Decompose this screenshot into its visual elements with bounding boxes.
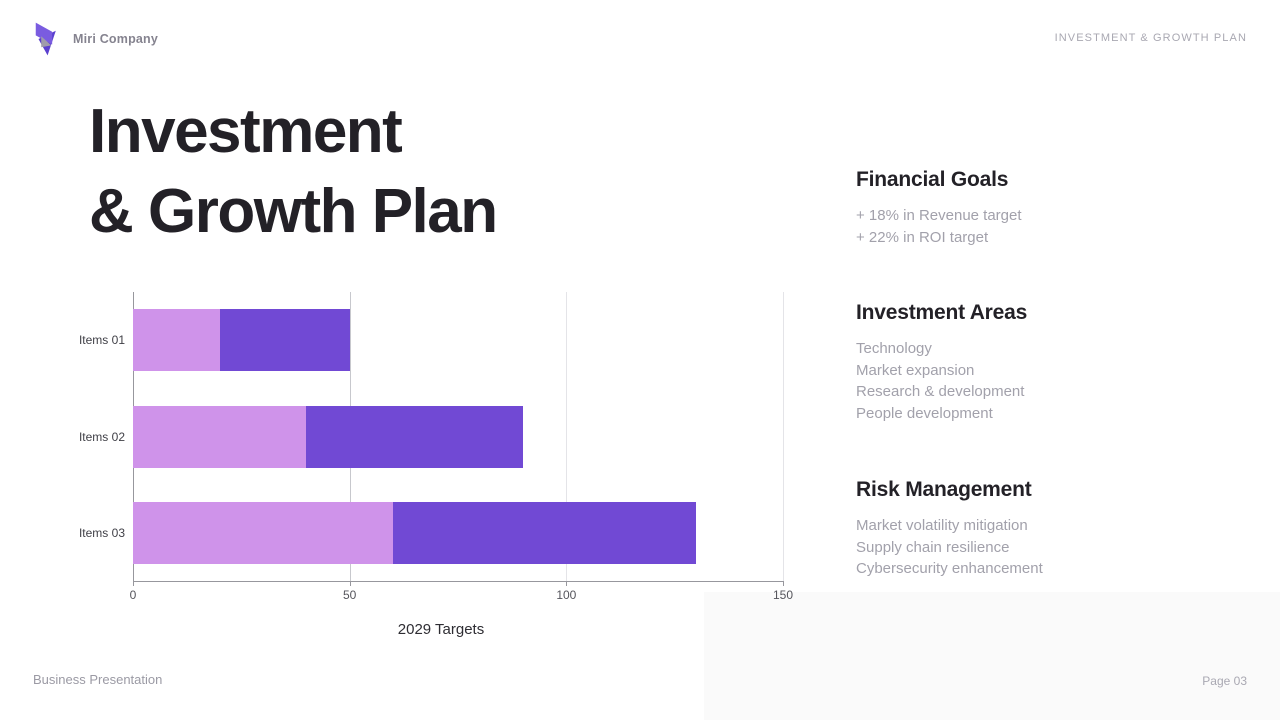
- tick-mark: [783, 581, 784, 586]
- category-label: Items 01: [78, 333, 125, 348]
- bar-segment: [133, 405, 307, 468]
- section-item: Technology: [856, 340, 932, 357]
- page-title-line1: Investment: [89, 97, 403, 166]
- chart-category-labels: Items 01 Items 02 Items 03: [0, 292, 125, 581]
- slide-label: INVESTMENT & GROWTH PLAN: [1054, 32, 1247, 44]
- chart-plot-area: [133, 292, 784, 581]
- tick-mark: [133, 581, 134, 586]
- section-financial-goals: Financial Goals + 18% in Revenue target …: [856, 168, 1256, 248]
- bar-segment: [393, 501, 697, 564]
- tick-label: 150: [772, 588, 794, 602]
- chart-x-axis-ticks: 0 50 100 150: [129, 581, 793, 621]
- section-risk-management: Risk Management Market volatility mitiga…: [856, 478, 1256, 580]
- section-item: Market expansion: [856, 361, 975, 379]
- company-name: Miri Company: [73, 32, 159, 46]
- category-label: Items 03: [78, 525, 125, 540]
- bar-segment: [219, 309, 350, 372]
- tick-label: 0: [129, 588, 137, 602]
- bar-segment: [306, 405, 523, 468]
- section-heading: Financial Goals: [856, 168, 1009, 191]
- section-item: + 18% in Revenue target: [856, 207, 1022, 224]
- section-item: Market volatility mitigation: [856, 517, 1028, 534]
- section-heading: Investment Areas: [856, 301, 1028, 324]
- bar-items-03: [133, 501, 783, 564]
- tick-mark: [349, 581, 351, 586]
- section-item: Cybersecurity enhancement: [856, 560, 1043, 577]
- gridline-100: [566, 292, 568, 581]
- corner-background-shade: [704, 592, 1280, 720]
- bar-segment: [133, 501, 393, 564]
- brand: Miri Company: [33, 20, 158, 58]
- section-item: Research & development: [856, 383, 1025, 400]
- tick-label: 100: [556, 588, 577, 602]
- chart-x-axis-line: [133, 581, 784, 582]
- section-heading: Risk Management: [856, 478, 1032, 501]
- company-logo-icon: [35, 22, 56, 56]
- page-title: Investment & Growth Plan: [89, 92, 498, 252]
- category-label: Items 02: [78, 429, 125, 444]
- page-title-line2: & Growth Plan: [89, 177, 498, 246]
- section-item: Supply chain resilience: [856, 538, 1010, 556]
- footer-page-number: Page 03: [1202, 674, 1247, 688]
- section-investment-areas: Investment Areas Technology Market expan…: [856, 301, 1256, 424]
- section-item: + 22% in ROI target: [856, 228, 989, 246]
- bar-segment: [133, 309, 220, 372]
- gridline-150: [783, 292, 784, 581]
- tick-label: 50: [342, 588, 357, 602]
- footer-presentation-label: Business Presentation: [33, 672, 163, 687]
- tick-mark: [566, 581, 568, 586]
- bar-items-02: [133, 405, 783, 468]
- chart-x-axis-title: 2029 Targets: [397, 621, 485, 638]
- section-item: People development: [856, 404, 993, 422]
- bar-items-01: [133, 309, 783, 372]
